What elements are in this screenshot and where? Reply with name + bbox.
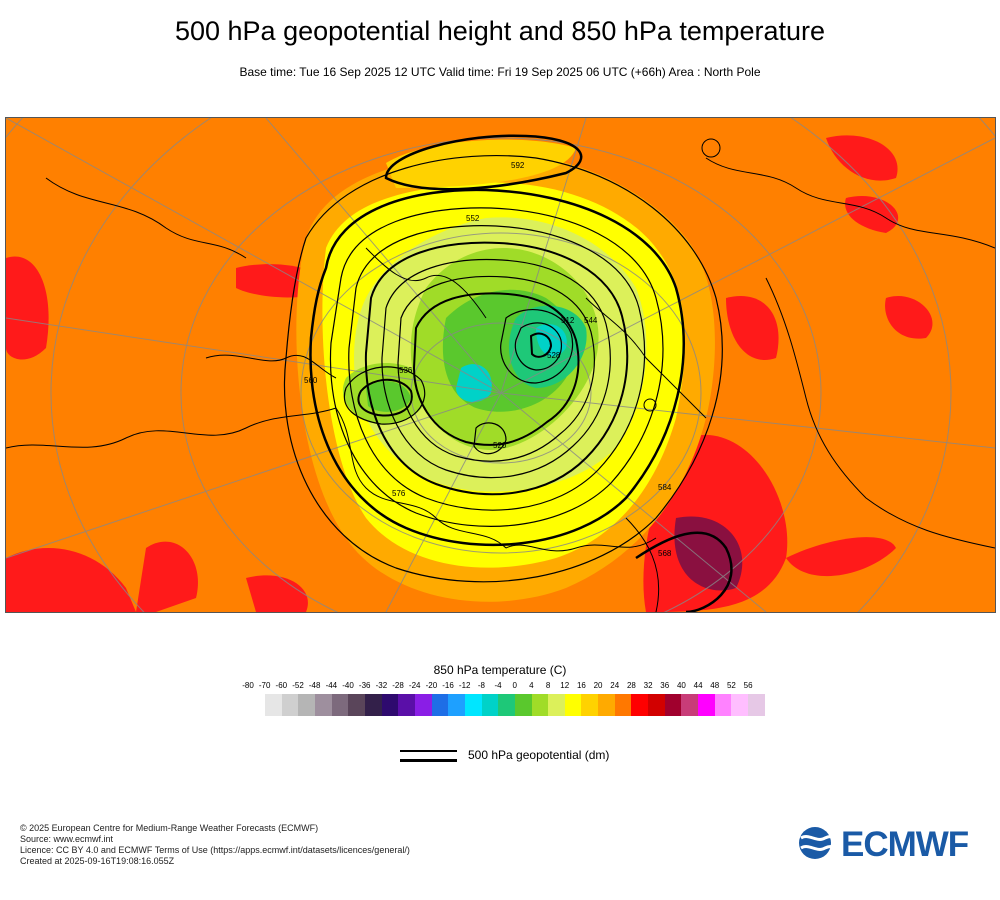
colorbar-swatch (531, 694, 549, 716)
colorbar-tick-label: 0 (512, 681, 517, 690)
colorbar-swatch (481, 694, 499, 716)
ecmwf-logo-icon (799, 827, 838, 859)
contour-label: 512 (561, 316, 575, 325)
chart-subtitle: Base time: Tue 16 Sep 2025 12 UTC Valid … (239, 65, 761, 79)
ecmwf-logo: ECMWF (795, 825, 985, 865)
colorbar-swatch (748, 694, 765, 716)
colorbar-tick-label: -60 (275, 681, 288, 690)
north-pole-map: 592 552 544 528 536 520 576 584 568 560 … (6, 118, 995, 612)
colorbar-tick-label: -28 (392, 681, 404, 690)
colorbar-swatch (398, 694, 415, 716)
colorbar-swatch (598, 694, 615, 716)
credit-line: © 2025 European Centre for Medium-Range … (20, 823, 319, 833)
colorbar-swatch (431, 694, 449, 716)
colorbar-swatch (298, 694, 315, 716)
colorbar-tick-label: -12 (458, 681, 471, 690)
graticule (6, 118, 995, 612)
contour-label: 552 (466, 214, 480, 223)
colorbar-tick-label: 56 (743, 681, 753, 690)
colorbar-swatch (464, 694, 482, 716)
colorbar-tick-label: -36 (358, 681, 371, 690)
hot-area-asia (674, 516, 743, 591)
warm-area-southwest (6, 548, 136, 612)
contour-label: 568 (658, 549, 672, 558)
legend-line-icon (400, 750, 457, 769)
colorbar (265, 694, 765, 716)
colorbar-swatch (448, 694, 465, 716)
colorbar-swatch (564, 694, 582, 716)
colorbar-swatch (364, 694, 382, 716)
colorbar-tick-label: -24 (408, 681, 421, 690)
colorbar-tick-label: 20 (593, 681, 603, 690)
colorbar-tick-label: 8 (545, 681, 551, 690)
chart-title: 500 hPa geopotential height and 850 hPa … (174, 16, 825, 46)
contour-label: 528 (547, 351, 561, 360)
colorbar-swatch (381, 694, 399, 716)
colorbar-tick-label: 16 (576, 681, 586, 690)
warm-area-northeast (826, 135, 898, 181)
credits: © 2025 European Centre for Medium-Range … (20, 823, 410, 867)
colorbar-swatch (614, 694, 632, 716)
colorbar-swatch (648, 694, 665, 716)
colorbar-swatch (331, 694, 349, 716)
colorbar-tick-label: 40 (676, 681, 686, 690)
contour-label: 576 (392, 489, 406, 498)
warm-area-west (6, 256, 49, 360)
colorbar-swatch (265, 694, 282, 716)
contour-label: 584 (658, 483, 672, 492)
contour-label: 592 (511, 161, 525, 170)
map-panel: 592 552 544 528 536 520 576 584 568 560 … (5, 117, 996, 613)
contour-label: 560 (304, 376, 318, 385)
colorbar-tick-label: -52 (292, 681, 304, 690)
colorbar-tick-label: -4 (494, 681, 502, 690)
colorbar-swatch (548, 694, 565, 716)
colorbar-swatch (348, 694, 365, 716)
colorbar-tick-label: -40 (342, 681, 354, 690)
colorbar-tick-label: -32 (375, 681, 388, 690)
colorbar-tick-label: 24 (610, 681, 620, 690)
colorbar-tick-label: -16 (442, 681, 454, 690)
contour-label: 520 (493, 441, 507, 450)
colorbar-tick-label: 4 (529, 681, 534, 690)
colorbar-tick-labels: -80 -70 -60 -52 -48 -44 -40 -36 -32 -28 -24 -20 -16-… (240, 681, 760, 695)
colorbar-swatch (414, 694, 432, 716)
colorbar-swatch (498, 694, 515, 716)
credit-line: Created at 2025-09-16T19:08:16.055Z (20, 856, 175, 866)
colorbar-swatch (664, 694, 682, 716)
colorbar-swatch (698, 694, 715, 716)
colorbar-swatch (714, 694, 732, 716)
colorbar-swatch (631, 694, 649, 716)
colorbar-swatch (681, 694, 699, 716)
legend-label: 500 hPa geopotential (dm) (468, 748, 610, 762)
colorbar-tick-label: -70 (258, 681, 271, 690)
geopotential-contours (283, 134, 733, 612)
colorbar-tick-label: -20 (425, 681, 438, 690)
colorbar-tick-label: 48 (710, 681, 720, 690)
colorbar-tick-label: -48 (308, 681, 321, 690)
colorbar-swatch (514, 694, 532, 716)
colorbar-swatch (314, 694, 332, 716)
colorbar-tick-label: 44 (693, 681, 703, 690)
colorbar-tick-label: 36 (660, 681, 670, 690)
colorbar-swatch (581, 694, 599, 716)
colorbar-tick-label: 28 (626, 681, 636, 690)
colorbar-title: 850 hPa temperature (C) (433, 663, 567, 677)
logo-text: ECMWF (841, 825, 969, 864)
colorbar-tick-label: -80 (242, 681, 254, 690)
contour-label: 536 (399, 366, 413, 375)
contour-labels: 592 552 544 528 536 520 576 584 568 560 … (304, 161, 672, 558)
colorbar-swatch (731, 694, 749, 716)
credit-line: Licence: CC BY 4.0 and ECMWF Terms of Us… (20, 845, 410, 855)
contour-label: 544 (584, 316, 598, 325)
colorbar-tick-label: -8 (477, 681, 485, 690)
colorbar-tick-label: -44 (325, 681, 338, 690)
colorbar-tick-label: 12 (560, 681, 570, 690)
colorbar-swatch (281, 694, 299, 716)
colorbar-tick-label: 52 (726, 681, 736, 690)
credit-line: Source: www.ecmwf.int (20, 834, 114, 844)
colorbar-tick-label: 32 (643, 681, 653, 690)
